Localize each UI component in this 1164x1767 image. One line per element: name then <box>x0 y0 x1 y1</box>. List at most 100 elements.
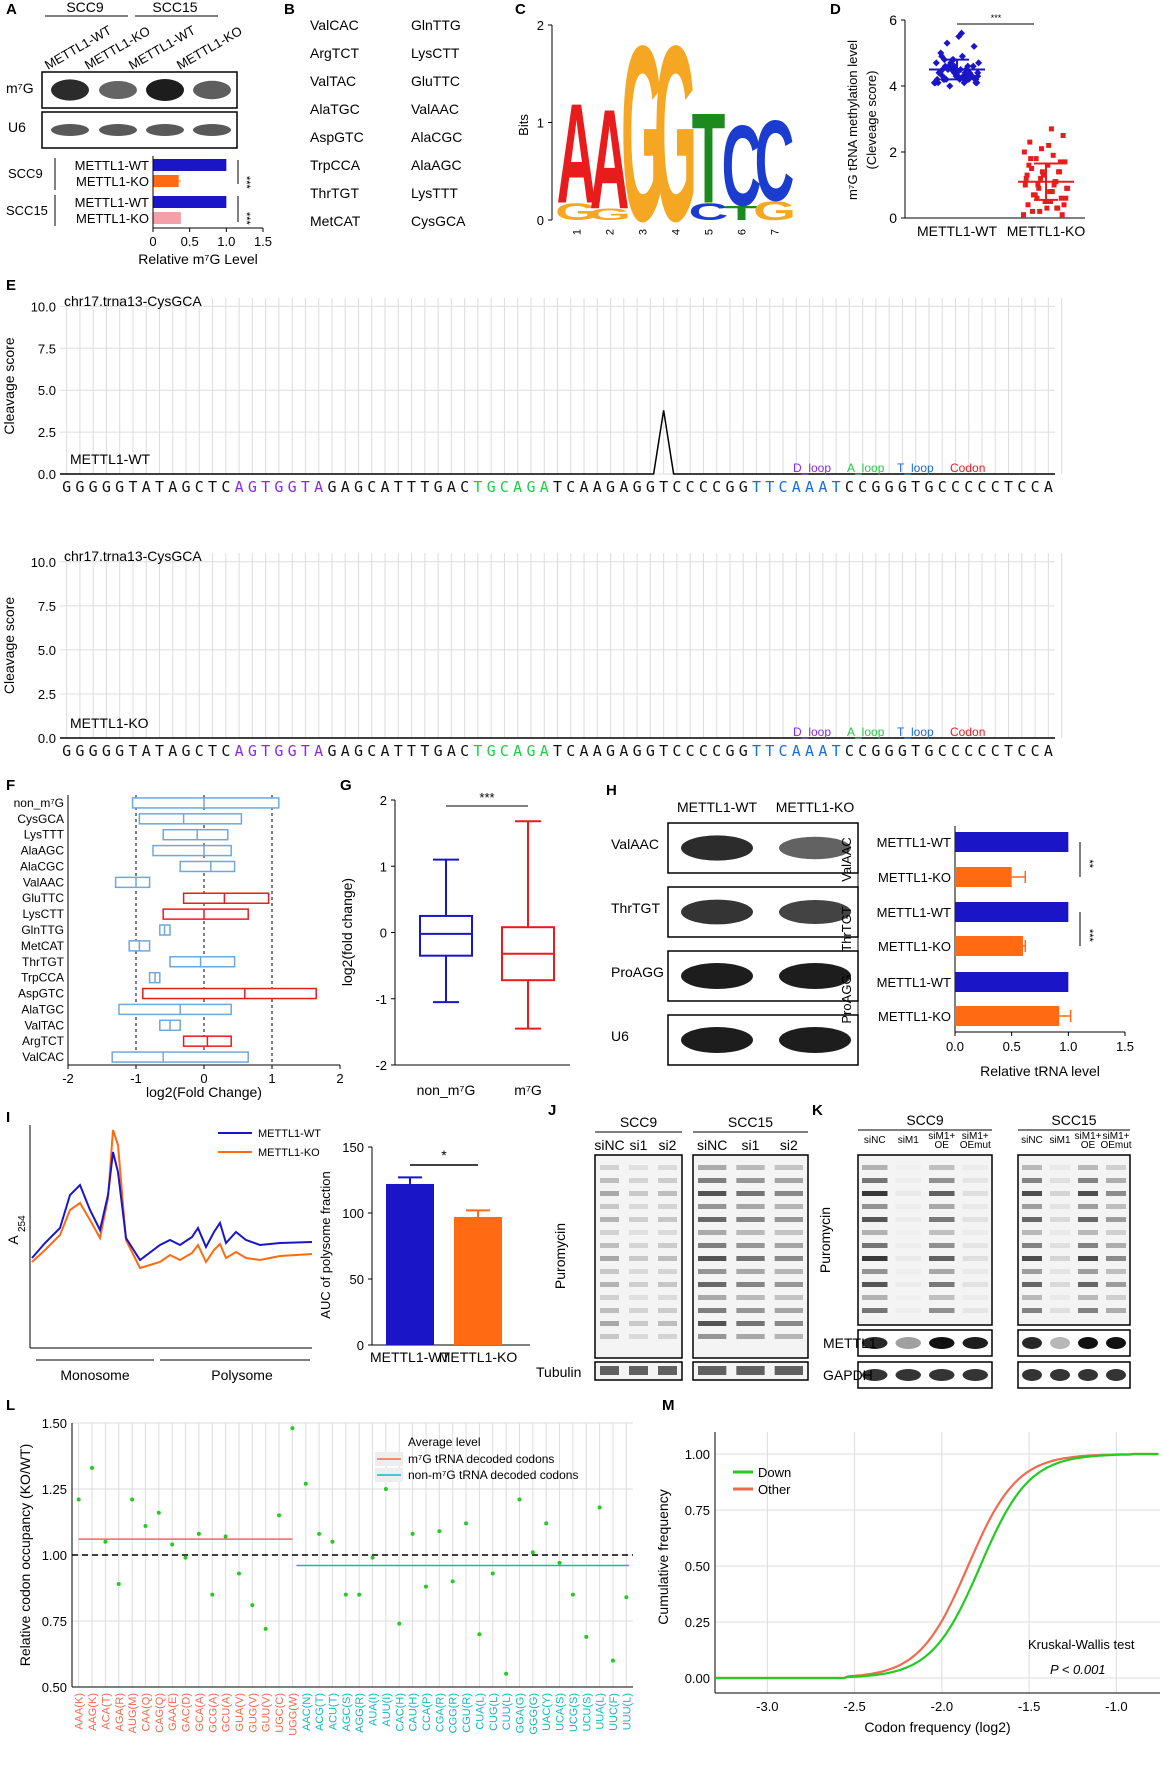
sequence-base: T <box>752 478 761 496</box>
smear-band <box>962 1204 988 1209</box>
tick-label: -1 <box>130 1071 142 1086</box>
sequence-base: C <box>978 478 987 496</box>
cell-line-k: SCC9 <box>906 1112 944 1128</box>
tick-label: 1.0 <box>217 234 235 249</box>
smear-band <box>962 1308 988 1313</box>
codon-point <box>544 1521 549 1526</box>
sequence-base: C <box>951 478 960 496</box>
sig: *** <box>240 176 252 190</box>
codon-point <box>116 1582 121 1587</box>
data-point <box>1035 182 1041 188</box>
j-ylabel: Puromycin <box>552 1223 568 1289</box>
codon-point <box>464 1521 469 1526</box>
data-point <box>1033 156 1039 162</box>
range-box <box>138 813 243 825</box>
cell-line-scc9: SCC9 <box>66 0 104 15</box>
smear-band <box>1050 1165 1070 1170</box>
k-row-mettl1: METTL1 <box>823 1335 877 1351</box>
sequence-base: C <box>978 742 987 760</box>
smear-band <box>1050 1230 1070 1235</box>
data-point <box>940 56 948 64</box>
codon-point <box>223 1534 228 1539</box>
codon-label: CAC(H) <box>394 1693 406 1732</box>
smear-band <box>896 1282 922 1287</box>
group-label-h: ThrTGT <box>839 906 854 952</box>
sig: *** <box>240 212 252 226</box>
smear-band <box>698 1282 727 1287</box>
smear-band <box>774 1217 803 1222</box>
data-point <box>1026 162 1032 168</box>
smear-band <box>1106 1217 1126 1222</box>
codon-label: CUU(L) <box>501 1693 513 1730</box>
codon-point <box>263 1626 268 1631</box>
codon-point <box>370 1555 375 1560</box>
sequence-base: G <box>327 478 336 496</box>
bar-a <box>153 196 227 208</box>
sequence-base: G <box>885 478 894 496</box>
trna-item: LysTTT <box>411 185 458 201</box>
sequence-base: C <box>672 478 681 496</box>
j-loading: Tubulin <box>536 1364 581 1380</box>
smear-band <box>1106 1178 1126 1183</box>
codon-label: CUG(L) <box>488 1693 500 1731</box>
bar-label-h: METTL1-KO <box>878 870 951 885</box>
sequence-base: G <box>354 478 363 496</box>
lane-j: siNC <box>594 1137 624 1153</box>
smear-band <box>1050 1191 1070 1196</box>
range-box <box>142 987 317 1000</box>
sequence-base: G <box>288 742 297 760</box>
codon-label: UGG(W) <box>287 1693 299 1736</box>
smear-band <box>774 1178 803 1183</box>
sequence-base: G <box>606 478 615 496</box>
panel-letter-b: B <box>284 1 295 18</box>
codon-point <box>330 1539 335 1544</box>
tick-label: 7.5 <box>38 599 56 614</box>
smear-band <box>658 1282 677 1287</box>
data-point <box>1049 189 1055 195</box>
smear-band <box>736 1191 765 1196</box>
logo-letter-main: A <box>557 73 597 233</box>
codon-point <box>170 1542 175 1547</box>
codon-point <box>103 1539 108 1544</box>
e-legend-item: T_loop <box>897 725 934 739</box>
codon-point <box>76 1497 81 1502</box>
tick-label: -2.5 <box>843 1699 865 1714</box>
e-legend-item: Codon <box>950 725 985 739</box>
sequence-base: C <box>672 742 681 760</box>
sequence-base: C <box>367 478 376 496</box>
smear-band <box>774 1295 803 1300</box>
data-point <box>1030 208 1035 214</box>
data-point <box>1061 202 1067 208</box>
sequence-base: T <box>553 478 562 496</box>
smear-band <box>1022 1282 1042 1287</box>
smear-band <box>1078 1308 1098 1313</box>
f-row-label: CysGCA <box>17 812 64 826</box>
codon-label: ACA(T) <box>100 1693 112 1730</box>
smear-band <box>962 1256 988 1261</box>
bar-label-h: METTL1-KO <box>878 939 951 954</box>
sequence-base: T <box>553 742 562 760</box>
smear-band <box>1078 1204 1098 1209</box>
smear-band <box>929 1269 955 1274</box>
smear-band <box>896 1204 922 1209</box>
f-row-label: ValTAC <box>24 1018 64 1032</box>
smear-band <box>929 1256 955 1261</box>
panel-e: E 0.0 2.5 5.0 7.5 10.0 Cleavage score chr17.tr… <box>1 277 1063 760</box>
trna-item: AlaTGC <box>310 101 360 117</box>
range-box <box>162 908 249 920</box>
data-point <box>1032 192 1038 198</box>
codon-label: AGG(R) <box>354 1693 366 1733</box>
smear-band <box>600 1295 619 1300</box>
smear-band <box>1050 1295 1070 1300</box>
sequence-base: G <box>898 478 907 496</box>
sequence-base: T <box>752 742 761 760</box>
codon-label: UUA(L) <box>595 1693 607 1730</box>
data-point <box>1058 195 1064 201</box>
sequence-base: A <box>341 478 350 496</box>
logo-position: 3 <box>638 229 650 235</box>
smear-band <box>1050 1204 1070 1209</box>
sequence-base: T <box>832 478 841 496</box>
g-category: m⁷G <box>514 1082 542 1098</box>
sequence-base: A <box>447 478 456 496</box>
range-box <box>114 876 151 889</box>
